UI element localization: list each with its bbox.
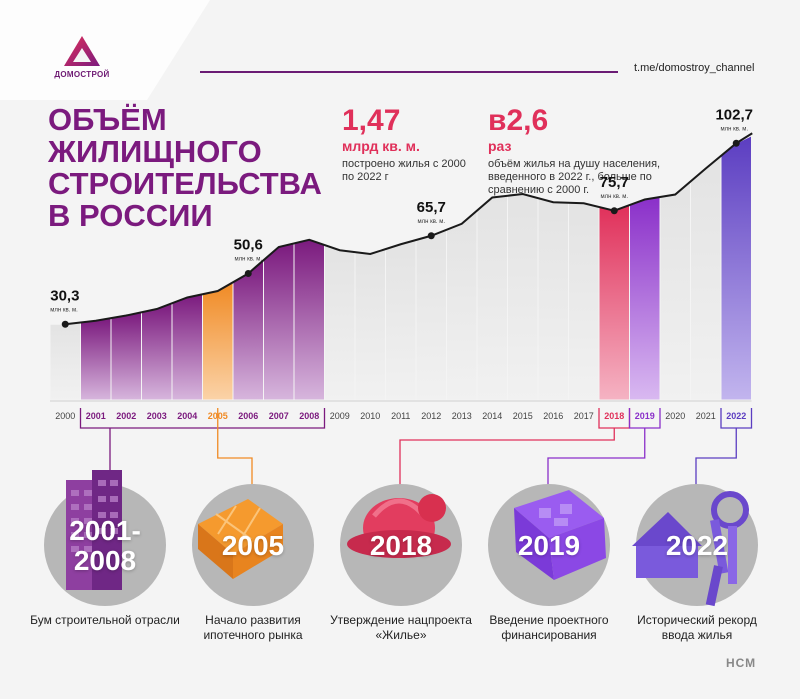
tick-label-2001: 2001: [86, 411, 106, 421]
milestone-year-boom: 2001- 2008: [69, 515, 141, 576]
bar-2020: [659, 180, 691, 401]
tick-label-2020: 2020: [665, 411, 685, 421]
tick-label-2014: 2014: [482, 411, 502, 421]
connector-2018: [399, 428, 615, 492]
data-label-2022: 102,7: [715, 106, 753, 123]
bar-2011: [385, 239, 417, 401]
milestone-year-record: 2022: [665, 530, 729, 561]
milestone-caption-mortgage: Начало развития ипотечного рынка: [203, 613, 303, 642]
bar-2003: [141, 302, 173, 401]
unit-label-2000: млн кв. м.: [50, 307, 78, 313]
data-label-2018: 75,7: [600, 174, 629, 191]
tick-label-2019: 2019: [635, 411, 655, 421]
connector-2022: [695, 428, 737, 492]
milestone-year-mortgage: 2005: [221, 530, 285, 561]
milestone-caption-national-project: Утверждение нацпроекта «Жилье»: [330, 613, 472, 642]
tick-label-2012: 2012: [421, 411, 441, 421]
tick-label-2005: 2005: [208, 411, 228, 421]
data-label-2000: 30,3: [50, 287, 79, 304]
tick-label-2016: 2016: [543, 411, 563, 421]
house-keys-icon: [632, 491, 749, 607]
bar-2017: [568, 202, 600, 401]
unit-label-2018: млн кв. м.: [600, 194, 628, 200]
unit-label-2012: млн кв. м.: [417, 219, 445, 225]
channel-link[interactable]: t.me/domostroy_channel: [634, 62, 755, 74]
stat-total-unit: млрд кв. м.: [342, 138, 420, 154]
footer-brand: НСМ: [726, 656, 757, 670]
stat-growth-unit: раз: [488, 138, 512, 154]
unit-label-2022: млн кв. м.: [720, 126, 748, 132]
point-2022: [732, 139, 740, 147]
tick-label-2011: 2011: [391, 411, 410, 421]
point-2000: [61, 320, 69, 328]
bar-2001: [80, 317, 112, 401]
stat-growth-value: в2,6: [488, 104, 549, 137]
bar-2015: [507, 193, 539, 401]
connector-2005: [217, 408, 253, 492]
bar-2009: [324, 244, 356, 401]
stat-growth-desc: объём жилья на душу населения, введенног…: [488, 158, 661, 196]
bar-2022: [720, 134, 752, 401]
bar-2010: [354, 248, 386, 401]
bar-2002: [110, 311, 142, 401]
tick-label-2009: 2009: [330, 411, 350, 421]
tick-label-2010: 2010: [360, 411, 380, 421]
unit-label-2006: млн кв. м.: [234, 257, 262, 263]
tick-label-2006: 2006: [238, 411, 258, 421]
point-2006: [244, 270, 252, 277]
series-line: [65, 132, 753, 326]
milestone-caption-project-finance: Введение проектного финансирования: [489, 613, 609, 642]
tick-label-2000: 2000: [55, 411, 75, 421]
tick-label-2015: 2015: [513, 411, 533, 421]
tick-label-2008: 2008: [299, 411, 319, 421]
tick-label-2007: 2007: [269, 411, 289, 421]
connector-2019: [547, 428, 646, 492]
bar-2014: [476, 195, 508, 401]
bar-2008: [293, 239, 325, 401]
tick-label-2003: 2003: [147, 411, 167, 421]
tick-label-2002: 2002: [116, 411, 136, 421]
tick-label-2022: 2022: [726, 411, 746, 421]
logo: ДОМОСТРОЙ: [50, 34, 114, 79]
bar-2018: [598, 204, 630, 401]
bar-2021: [690, 154, 722, 401]
bar-2005: [202, 281, 234, 401]
tick-label-2017: 2017: [574, 411, 594, 421]
logo-triangle-icon: [64, 36, 100, 66]
header-divider: [200, 71, 618, 73]
point-2012: [427, 232, 435, 240]
apartment-plan-icon: [198, 499, 283, 579]
stat-total-value: 1,47: [342, 104, 401, 137]
logo-text: ДОМОСТРОЙ: [54, 70, 110, 79]
helmet-icon: [347, 494, 451, 558]
data-label-2012: 65,7: [417, 199, 446, 216]
milestone-caption-boom: Бум строительной отрасли: [30, 613, 180, 627]
building-icon: [66, 470, 122, 590]
tick-label-2013: 2013: [452, 411, 472, 421]
bar-2019: [629, 196, 661, 401]
stat-total-desc: построено жилья с 2000 по 2022 г: [342, 158, 466, 183]
bar-2006: [232, 259, 264, 401]
tick-label-2021: 2021: [696, 411, 716, 421]
bar-2004: [171, 293, 203, 401]
data-label-2006: 50,6: [234, 237, 263, 254]
milestone-caption-record: Исторический рекорд ввода жилья: [637, 613, 757, 642]
bar-2016: [537, 197, 569, 401]
bar-2012: [415, 229, 447, 401]
tick-label-2018: 2018: [604, 411, 624, 421]
point-2018: [610, 207, 618, 215]
tick-label-2004: 2004: [177, 411, 197, 421]
bar-2013: [446, 209, 478, 401]
milestone-year-national-project: 2018: [369, 530, 433, 561]
money-box-icon: [514, 490, 606, 580]
milestone-year-project-finance: 2019: [517, 530, 581, 561]
bracket-2001-2008: [79, 408, 326, 429]
bar-2000: [49, 321, 81, 401]
bar-2007: [263, 242, 295, 401]
page-title: Объём жилищного строительства в России: [48, 102, 322, 233]
